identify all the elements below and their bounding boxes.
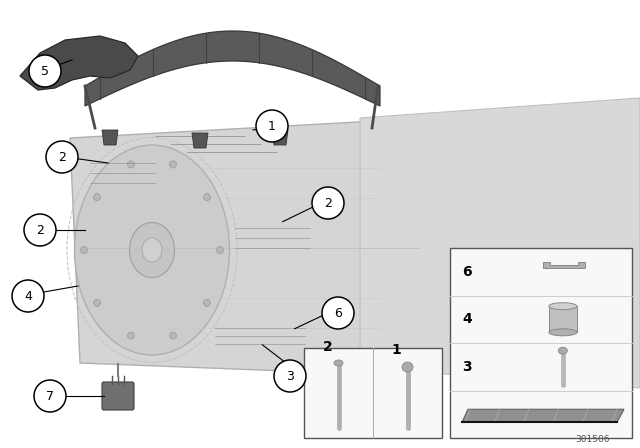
Text: 1: 1 (268, 120, 276, 133)
Ellipse shape (170, 161, 177, 168)
Text: 4: 4 (24, 289, 32, 302)
Circle shape (24, 214, 56, 246)
Ellipse shape (129, 223, 175, 277)
Text: 2: 2 (323, 340, 333, 354)
Text: 2: 2 (36, 224, 44, 237)
Circle shape (312, 187, 344, 219)
Circle shape (12, 280, 44, 312)
Ellipse shape (170, 332, 177, 339)
Text: 2: 2 (324, 197, 332, 210)
Polygon shape (70, 118, 430, 376)
Polygon shape (272, 130, 288, 145)
Circle shape (46, 141, 78, 173)
Text: 6: 6 (462, 265, 472, 279)
Circle shape (34, 380, 66, 412)
Text: 7: 7 (46, 389, 54, 402)
Polygon shape (543, 262, 585, 268)
Text: 2: 2 (58, 151, 66, 164)
Ellipse shape (127, 332, 134, 339)
Polygon shape (192, 133, 208, 148)
Bar (450, 248, 632, 438)
Ellipse shape (204, 299, 211, 306)
Text: 5: 5 (41, 65, 49, 78)
Polygon shape (462, 409, 624, 422)
Polygon shape (360, 98, 640, 388)
Ellipse shape (142, 238, 162, 262)
Ellipse shape (216, 246, 223, 254)
Ellipse shape (93, 299, 100, 306)
Polygon shape (85, 31, 380, 106)
Ellipse shape (549, 303, 577, 310)
Text: 1: 1 (392, 343, 401, 357)
Text: 3: 3 (462, 360, 472, 374)
Circle shape (322, 297, 354, 329)
Ellipse shape (549, 329, 577, 336)
Bar (304, 348, 442, 438)
Ellipse shape (81, 246, 88, 254)
Ellipse shape (334, 360, 343, 366)
Ellipse shape (402, 362, 413, 372)
Circle shape (256, 110, 288, 142)
Ellipse shape (204, 194, 211, 201)
Ellipse shape (93, 194, 100, 201)
Text: 3: 3 (286, 370, 294, 383)
Polygon shape (20, 36, 138, 90)
Ellipse shape (127, 161, 134, 168)
Text: 4: 4 (462, 312, 472, 326)
Ellipse shape (558, 347, 567, 354)
Circle shape (29, 55, 61, 87)
Text: 6: 6 (334, 306, 342, 319)
Text: 301506: 301506 (575, 435, 610, 444)
Bar (549, 306, 577, 332)
FancyBboxPatch shape (102, 382, 134, 410)
Ellipse shape (74, 145, 230, 355)
Polygon shape (102, 130, 118, 145)
Circle shape (274, 360, 306, 392)
